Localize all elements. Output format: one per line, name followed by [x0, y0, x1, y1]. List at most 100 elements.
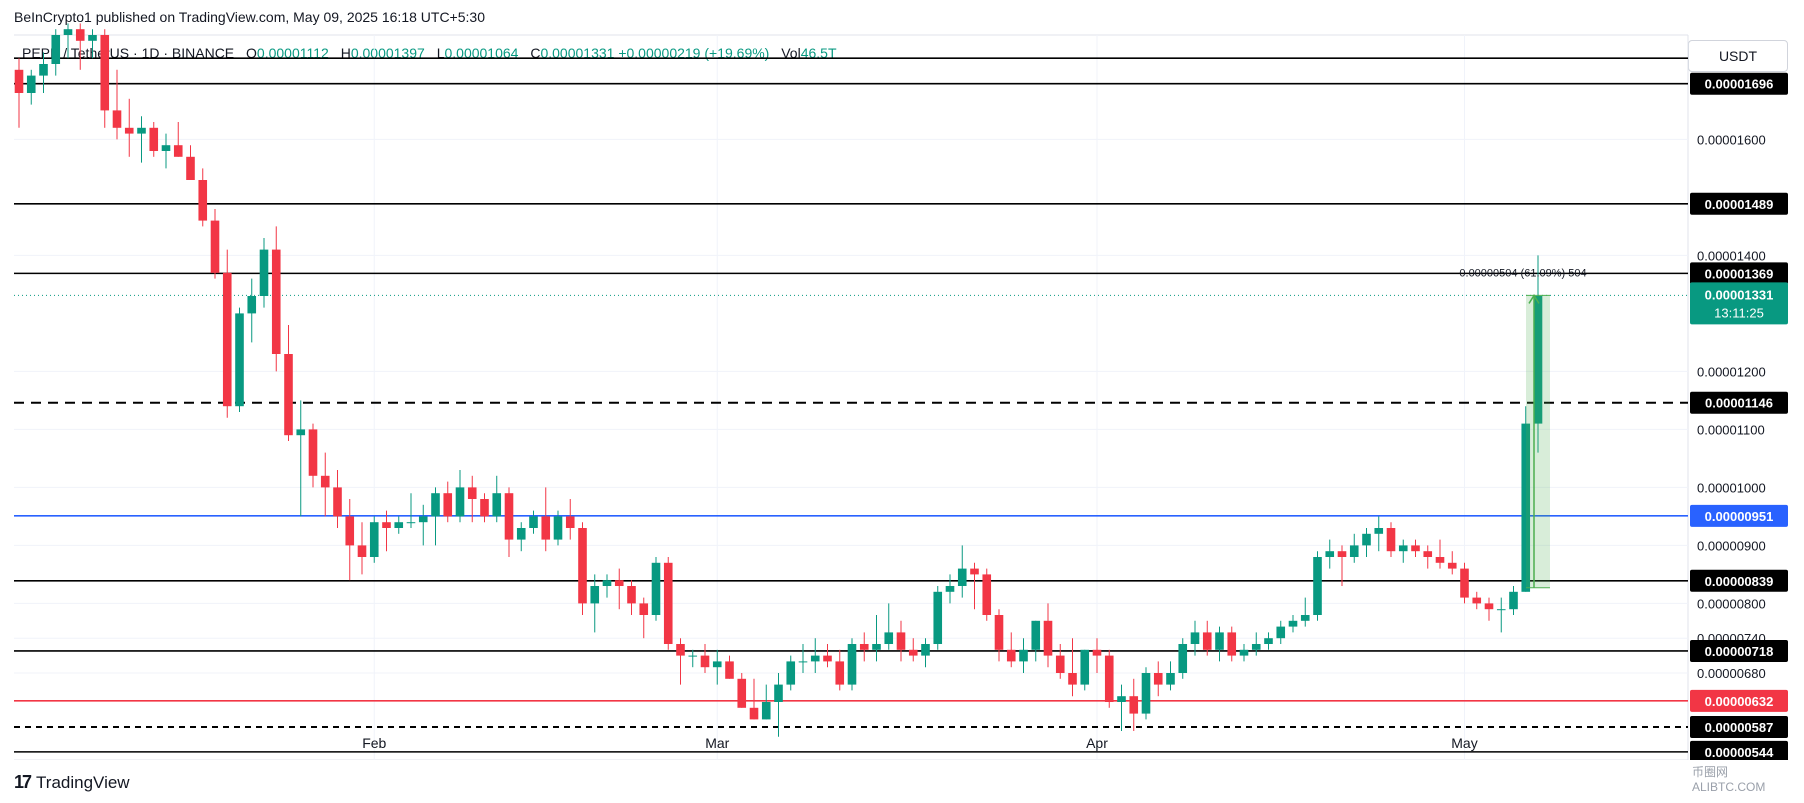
candle-body — [210, 220, 220, 273]
candle-body — [1190, 632, 1200, 644]
candles — [14, 23, 1543, 737]
candle-body — [1435, 557, 1445, 563]
candle-body — [284, 354, 293, 436]
y-tick-label: 0.00001400 — [1697, 248, 1766, 263]
high-value: 0.00001397 — [350, 45, 425, 61]
candle-body — [823, 655, 832, 662]
candle-body — [1043, 620, 1053, 656]
candle-body — [1227, 632, 1237, 656]
candle-body — [39, 64, 48, 76]
candle-body — [553, 516, 563, 540]
candle-body — [296, 429, 306, 436]
candle-body — [149, 127, 159, 151]
price-chart[interactable]: 0.00000504 (61.09%) 504 0.00001600 0.0000… — [0, 0, 1804, 760]
change-value: +0.00000219 (+19.69%) — [618, 45, 770, 61]
close-value: 0.00001331 — [540, 45, 615, 61]
level-label-text: 0.00000544 — [1705, 745, 1774, 760]
candle-body — [480, 499, 489, 517]
candle-body — [308, 429, 318, 476]
candle-body — [1006, 649, 1016, 662]
level-label-text: 0.00000587 — [1705, 720, 1774, 735]
grid-lines — [14, 34, 1689, 760]
candle-body — [1509, 591, 1518, 610]
symbol-name[interactable]: PEPE / TetherUS · 1D · BINANCE — [22, 45, 235, 61]
candle-body — [639, 603, 649, 615]
y-tick-label: 0.00001600 — [1697, 132, 1766, 147]
close-label: C — [530, 45, 541, 61]
candle-body — [112, 110, 122, 128]
current-price-box — [1690, 282, 1788, 325]
symbol-legend: PEPE / TetherUS · 1D · BINANCE O0.000011… — [22, 45, 837, 61]
candle-body — [455, 487, 465, 517]
publisher-line: BeInCrypto1 published on TradingView.com… — [14, 9, 485, 25]
measure-tool: 0.00000504 (61.09%) 504 — [1459, 267, 1587, 589]
measure-arrowhead — [1528, 294, 1540, 304]
y-tick-label: 0.00001200 — [1697, 364, 1766, 379]
candle-body — [847, 644, 857, 685]
current-price-text: 0.00001331 — [1705, 287, 1774, 302]
x-tick-label: May — [1451, 735, 1477, 751]
candle-body — [614, 580, 624, 586]
watermark: 币圈网 ALIBTC.COM — [1692, 765, 1766, 794]
candle-body — [1264, 638, 1273, 644]
level-label-text: 0.00000839 — [1705, 574, 1774, 589]
candle-body — [872, 644, 881, 650]
candle-body — [627, 586, 636, 604]
tradingview-name: TradingView — [36, 772, 130, 792]
level-label-box — [1690, 639, 1788, 662]
tradingview-branding[interactable]: 17 TradingView — [14, 772, 130, 793]
y-tick-label: 0.00000680 — [1697, 666, 1766, 681]
volume-label: Vol — [781, 45, 801, 61]
candle-body — [1117, 696, 1126, 702]
candle-body — [1129, 696, 1139, 714]
candle-body — [1521, 423, 1531, 592]
candle-body — [235, 313, 244, 407]
candle-body — [578, 528, 587, 604]
candle-body — [1362, 533, 1371, 546]
candle-body — [651, 562, 661, 615]
volume-value: 46.5T — [800, 45, 837, 61]
candle-body — [1166, 673, 1175, 685]
level-label-text: 0.00001369 — [1705, 266, 1774, 281]
candle-body — [382, 522, 391, 528]
candle-body — [259, 249, 269, 296]
candle-body — [1484, 603, 1494, 610]
candle-body — [1386, 528, 1396, 552]
candle-body — [957, 568, 967, 586]
candle-body — [663, 562, 673, 644]
candle-body — [945, 586, 955, 592]
candle-body — [1141, 673, 1151, 714]
candle-body — [712, 661, 722, 668]
candle-body — [222, 272, 232, 407]
candle-body — [970, 568, 979, 575]
candle-body — [810, 655, 820, 662]
candle-body — [1019, 649, 1028, 662]
level-label-box — [1690, 569, 1788, 592]
candle-body — [737, 678, 747, 708]
y-tick-label: 0.00001000 — [1697, 480, 1766, 495]
candle-body — [896, 632, 906, 650]
candle-body — [1423, 551, 1433, 557]
time-axis: Feb Mar Apr May — [362, 735, 1478, 751]
measure-box — [1526, 295, 1550, 588]
candle-body — [786, 661, 796, 685]
candle-body — [1374, 528, 1384, 534]
level-label-box — [1690, 689, 1788, 712]
level-label-box — [1690, 715, 1788, 738]
candle-body — [173, 145, 183, 157]
candle-body — [394, 522, 404, 528]
x-tick-label: Mar — [705, 735, 729, 751]
candle-body — [565, 516, 575, 528]
level-label-box — [1690, 504, 1788, 527]
candle-body — [137, 127, 146, 134]
candle-body — [26, 75, 36, 93]
currency-button[interactable]: USDT — [1688, 40, 1788, 72]
candle-body — [1215, 632, 1224, 650]
candle-body — [761, 702, 771, 720]
candle-body — [247, 296, 257, 314]
candle-body — [431, 493, 440, 517]
candle-body — [884, 632, 894, 644]
price-axis: 0.00001600 0.00001400 0.00001200 0.00001100… — [1690, 72, 1788, 760]
candle-body — [908, 649, 918, 656]
candle-body — [798, 661, 808, 663]
